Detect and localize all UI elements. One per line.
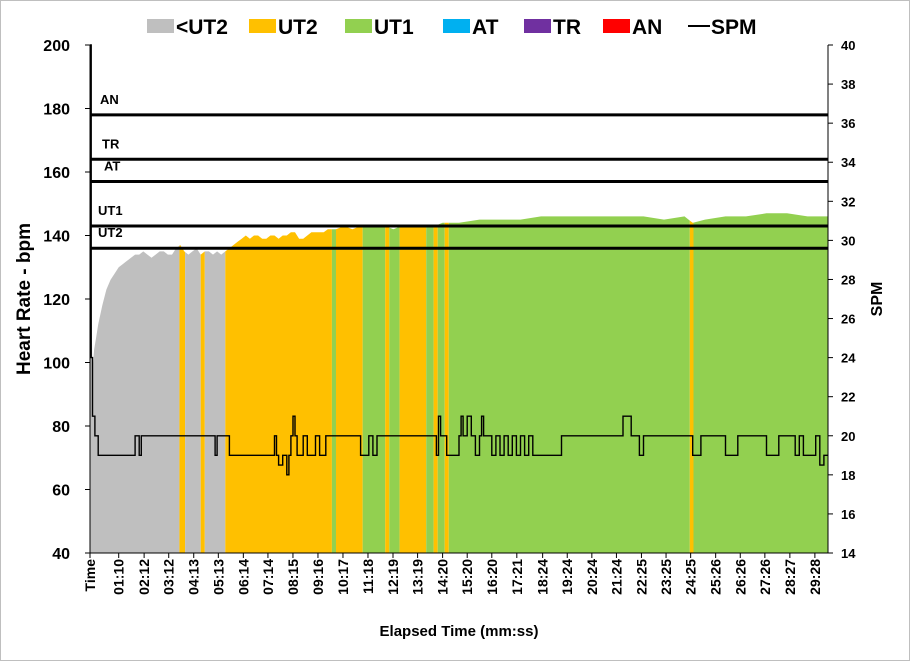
y2-tick-label: 40 [841, 38, 855, 53]
x-tick-label: 22:25 [634, 559, 650, 595]
x-tick-label: 09:16 [310, 559, 326, 595]
x-tick-label: 21:24 [608, 559, 624, 595]
hr-zone-segment [362, 226, 386, 553]
x-tick-label: 28:27 [782, 559, 798, 595]
hr-zone-segment [426, 226, 434, 553]
hr-zone-segment [179, 245, 186, 553]
x-tick-label: 16:20 [484, 559, 500, 595]
legend-label: UT1 [374, 16, 414, 39]
y-tick-label: 160 [43, 165, 70, 182]
y2-axis-title: SPM [869, 282, 886, 317]
x-tick-label: 04:13 [186, 559, 202, 595]
x-tick-label: 29:28 [807, 559, 823, 595]
y-tick-label: 180 [43, 102, 70, 119]
legend-swatch [603, 19, 630, 33]
y2-tick-label: 30 [841, 233, 855, 248]
hr-zone-segment [90, 45, 180, 553]
legend-label: SPM [711, 16, 757, 39]
x-tick-label: Time [82, 559, 98, 592]
x-tick-label: 14:20 [435, 559, 451, 595]
x-tick-label: 27:26 [757, 559, 773, 595]
y-tick-label: 140 [43, 229, 70, 246]
y2-tick-label: 20 [841, 429, 855, 444]
x-tick-label: 11:18 [360, 559, 376, 594]
hr-zone-segment [225, 229, 332, 553]
y2-tick-label: 36 [841, 116, 855, 131]
x-tick-label: 19:24 [559, 559, 575, 595]
y2-tick-label: 14 [841, 546, 856, 561]
hr-zone-segment [385, 226, 390, 553]
x-tick-label: 18:24 [535, 559, 551, 595]
hr-zone-segment [437, 222, 445, 554]
legend-swatch [345, 19, 372, 33]
hr-zone-segment [331, 229, 336, 553]
x-tick-label: 10:17 [335, 559, 351, 595]
y-tick-label: 80 [52, 419, 70, 436]
x-tick-label: 05:13 [210, 559, 226, 595]
x-tick-label: 20:24 [584, 559, 600, 595]
x-tick-label: 12:19 [385, 559, 401, 595]
spm-line [90, 44, 828, 476]
legend-label: UT2 [278, 16, 318, 39]
hr-zone-segment [399, 226, 427, 553]
y2-tick-label: 24 [841, 351, 856, 366]
legend-swatch [524, 19, 551, 33]
y-tick-label: 120 [43, 292, 70, 309]
zone-threshold-label: AT [104, 159, 120, 174]
x-tick-label: 03:12 [161, 559, 177, 595]
zone-threshold-label: UT2 [98, 225, 123, 240]
x-tick-label: 02:12 [136, 559, 152, 595]
y-tick-label: 40 [52, 546, 70, 563]
y2-tick-label: 34 [841, 155, 856, 170]
hr-zone-segment [433, 224, 438, 553]
x-tick-label: 15:20 [459, 559, 475, 595]
y-tick-label: 60 [52, 483, 70, 500]
y2-tick-label: 28 [841, 272, 855, 287]
legend-swatch [249, 19, 276, 33]
y-axis-title: Heart Rate - bpm [14, 223, 35, 375]
x-tick-label: 17:21 [509, 559, 525, 595]
y-tick-label: 200 [43, 38, 70, 55]
y2-tick-label: 22 [841, 390, 855, 405]
legend [147, 19, 710, 33]
x-tick-label: 23:25 [658, 559, 674, 595]
y2-tick-label: 26 [841, 312, 855, 327]
y2-tick-label: 16 [841, 507, 855, 522]
hr-zone-segment [693, 213, 828, 554]
legend-label: AT [472, 16, 499, 39]
hr-zone-segment [444, 222, 449, 554]
hr-zone-segment [448, 216, 690, 553]
hr-zone-segment [185, 248, 201, 553]
legend-label: <UT2 [176, 16, 228, 39]
zone-threshold-label: TR [102, 136, 120, 151]
x-axis-title: Elapsed Time (mm:ss) [380, 623, 539, 640]
x-tick-label: 01:10 [111, 559, 127, 595]
x-tick-label: 06:14 [235, 559, 251, 595]
hr-zone-segment [336, 226, 363, 553]
hr-zone-segment [200, 251, 205, 553]
zone-threshold-label: UT1 [98, 203, 123, 218]
legend-swatch [443, 19, 470, 33]
x-tick-label: 08:15 [285, 559, 301, 595]
y2-tick-label: 18 [841, 468, 855, 483]
hr-zone-segment [204, 251, 226, 553]
legend-label: AN [632, 16, 662, 39]
zone-threshold-label: AN [100, 92, 119, 107]
x-tick-label: 26:26 [732, 559, 748, 595]
x-tick-label: 24:25 [683, 559, 699, 595]
legend-label: TR [553, 16, 581, 39]
heart-rate-area-group [90, 45, 828, 554]
hr-zone-segment [689, 220, 694, 553]
x-tick-label: 07:14 [260, 559, 276, 595]
hr-zone-segment [389, 226, 400, 554]
x-tick-label: 25:26 [708, 559, 724, 595]
legend-swatch [147, 19, 174, 33]
y2-tick-label: 38 [841, 77, 855, 92]
x-tick-label: 13:19 [410, 559, 426, 595]
y2-tick-label: 32 [841, 194, 855, 209]
y-tick-label: 100 [43, 356, 70, 373]
